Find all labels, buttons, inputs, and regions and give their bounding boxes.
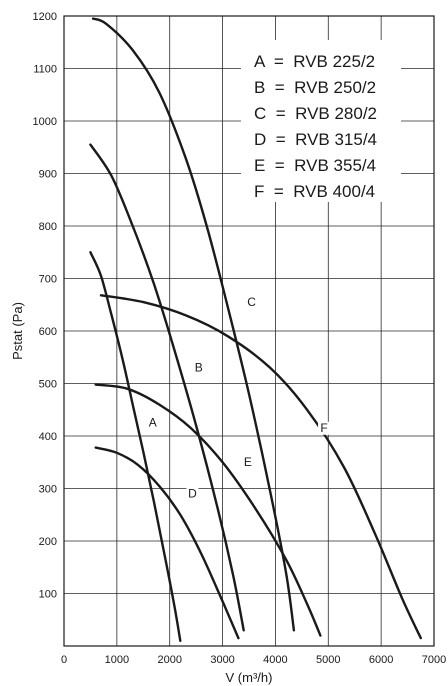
plot-frame (63, 15, 435, 647)
y-tick-label: 1100 (33, 64, 57, 76)
fan-curves: A B C D E F (89, 17, 422, 642)
curve-b (89, 143, 245, 632)
curve-label-background (146, 416, 159, 430)
y-tick-label: 1200 (33, 11, 57, 23)
x-tick-label: 2000 (157, 654, 181, 666)
legend-entry: F = RVB 400/4 (254, 182, 375, 201)
curve-label-f: F (320, 421, 327, 435)
legend-background (241, 40, 401, 202)
legend-entry: C = RVB 280/2 (254, 104, 377, 123)
curve-label-background (245, 295, 258, 309)
x-tick-label: 1000 (105, 654, 129, 666)
curve-d (94, 446, 240, 640)
curve-f (99, 294, 422, 640)
curve-label-d: D (188, 486, 197, 500)
y-tick-label: 800 (39, 221, 57, 233)
y-tick-label: 1000 (33, 116, 57, 128)
x-tick-label: 4000 (263, 654, 287, 666)
y-tick-label: 600 (39, 326, 57, 338)
legend-entry: E = RVB 355/4 (254, 156, 376, 175)
curve-label-background (192, 361, 205, 375)
curve-c (91, 17, 296, 632)
y-tick-label: 200 (39, 536, 57, 548)
curve-label-c: C (247, 295, 256, 309)
curve-label-b: B (195, 360, 203, 374)
y-tick-label: 400 (39, 431, 57, 443)
x-tick-label: 7000 (422, 654, 446, 666)
x-tick-label: 0 (61, 654, 67, 666)
x-tick-label: 3000 (210, 654, 234, 666)
curve-label-a: A (149, 416, 157, 430)
y-axis-label: Pstat (Pa) (10, 302, 25, 360)
x-tick-label: 6000 (369, 654, 393, 666)
x-axis-label: V (m³/h) (226, 670, 273, 685)
legend: A = RVB 225/2 B = RVB 250/2 C = RVB 280/2 D… (241, 40, 401, 202)
y-tick-label: 700 (39, 274, 57, 286)
legend-entry: B = RVB 250/2 (254, 78, 376, 97)
curve-a (89, 251, 182, 642)
curve-label-background (318, 421, 331, 435)
y-tick-label: 100 (39, 589, 57, 601)
y-tick-label: 900 (39, 169, 57, 181)
curve-label-background (186, 487, 199, 501)
y-tick-label: 500 (39, 379, 57, 391)
legend-entry: A = RVB 225/2 (254, 52, 375, 71)
tick-labels: 0 1000 2000 3000 4000 5000 6000 7000 100 200 300 40… (33, 11, 447, 666)
curve-label-background (241, 455, 254, 469)
curve-e (94, 383, 322, 637)
curve-label-e: E (244, 455, 252, 469)
y-tick-label: 300 (39, 484, 57, 496)
legend-entry: D = RVB 315/4 (254, 130, 377, 149)
x-tick-label: 5000 (316, 654, 340, 666)
